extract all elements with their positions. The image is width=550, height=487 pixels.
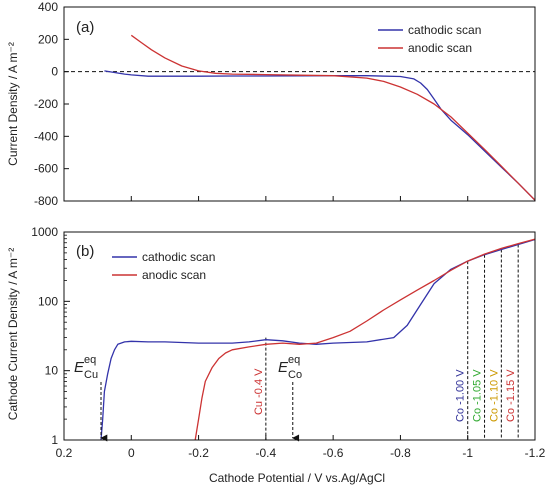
e-co-sup: eq	[288, 354, 300, 366]
e-cu-sup: eq	[84, 354, 96, 366]
panel-b-x-tick-label: -0.4	[256, 446, 277, 460]
panel-b-y-tick-label: 10	[45, 364, 59, 378]
panel-a-y-tick-label: -200	[34, 97, 58, 111]
panel-b-x-tick-label: -0.8	[390, 446, 411, 460]
panel-b-anodic-line	[194, 238, 536, 441]
e-cu-eq-annotation: E eq Cu	[74, 354, 108, 442]
voltage-marker-label: Co -1.05 V	[472, 369, 484, 422]
legend-b-cathodic-label: cathodic scan	[142, 250, 215, 264]
panel-b-cathodic-line	[100, 238, 536, 441]
panel-b-legend: cathodic scan anodic scan	[112, 250, 215, 282]
panel-a-y-tick-label: -600	[34, 162, 58, 176]
panel-a-y-axis-label: Current Density / A m⁻²	[6, 42, 20, 166]
panel-a-series	[104, 34, 536, 201]
panel-b-y-tick-label: 100	[38, 294, 58, 308]
panel-a-frame	[63, 6, 536, 202]
panel-a-legend: cathodic scan anodic scan	[378, 23, 481, 55]
panel-a-anodic-line	[130, 34, 536, 201]
legend-a-cathodic-label: cathodic scan	[408, 23, 481, 37]
e-co-letter: E	[278, 359, 289, 376]
voltage-marker-label: Co -1.00 V	[455, 369, 467, 422]
panel-b-x-tick-label: -0.6	[323, 446, 344, 460]
panel-a-y-tick-label: 400	[38, 0, 58, 14]
voltage-marker-label: Cu -0.4 V	[253, 368, 265, 415]
panel-b-x-tick-label: -1	[462, 446, 473, 460]
voltage-marker-label: Co -1.15 V	[505, 369, 517, 422]
panel-b-frame	[63, 231, 536, 441]
panel-a-cathodic-line	[104, 70, 536, 201]
panel-a-y-tick-label: 0	[51, 65, 58, 79]
panel-b-x-tick-labels: 0.2 0 -0.2 -0.4 -0.6 -0.8 -1 -1.2	[56, 446, 546, 460]
e-co-sub: Co	[288, 369, 302, 381]
panel-b-ticks	[63, 231, 536, 441]
panel-a-y-tick-label: -400	[34, 129, 58, 143]
panel-b-x-tick-label: 0.2	[56, 446, 73, 460]
panel-b-x-axis-label: Cathode Potential / V vs.Ag/AgCl	[209, 471, 385, 485]
panel-a: -800 -600 -400 -200 0 200 400 (a) Current Dens…	[6, 0, 536, 208]
panel-b-y-axis-label: Cathode Current Density / A m⁻²	[6, 248, 20, 420]
panel-a-label: (a)	[76, 19, 94, 36]
panel-b-y-tick-labels: 1 10 100 1000	[31, 225, 58, 447]
panel-b-y-tick-label: 1	[51, 433, 58, 447]
voltage-marker-label: Co -1.10 V	[488, 369, 500, 422]
e-co-eq-annotation: E eq Co	[278, 354, 302, 442]
panel-b-label: (b)	[76, 243, 94, 260]
panel-b: Cu -0.4 V Co -1.00 V Co -1.05 V Co -1.10 V C…	[6, 225, 546, 485]
panel-a-y-tick-label: -800	[34, 194, 58, 208]
e-cu-letter: E	[74, 359, 85, 376]
panel-b-x-tick-label: -1.2	[525, 446, 546, 460]
panel-a-y-tick-labels: -800 -600 -400 -200 0 200 400	[34, 0, 58, 208]
legend-b-anodic-label: anodic scan	[142, 268, 206, 282]
panel-b-series	[100, 238, 536, 441]
panel-b-x-tick-label: -0.2	[188, 446, 209, 460]
e-cu-sub: Cu	[84, 369, 98, 381]
panel-a-y-tick-label: 200	[38, 32, 58, 46]
panel-b-x-tick-label: 0	[128, 446, 135, 460]
legend-a-anodic-label: anodic scan	[408, 41, 472, 55]
panel-b-y-tick-label: 1000	[31, 225, 58, 239]
panel-b-voltage-markers: Cu -0.4 V Co -1.00 V Co -1.05 V Co -1.10 V C…	[253, 244, 519, 440]
